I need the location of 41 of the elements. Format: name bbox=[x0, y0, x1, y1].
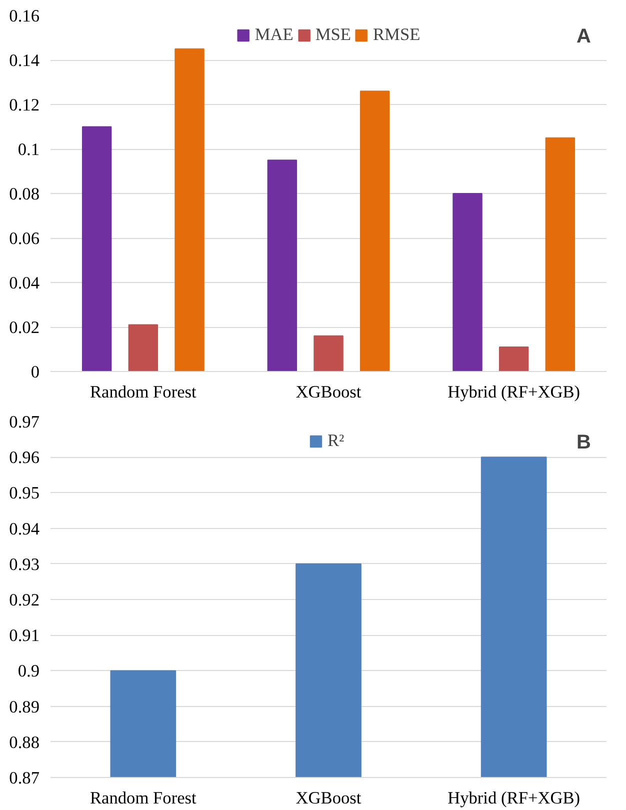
bar bbox=[452, 193, 482, 372]
y-tick-label: 0.12 bbox=[9, 96, 40, 114]
bar bbox=[360, 90, 390, 372]
y-tick-label: 0.95 bbox=[9, 484, 40, 503]
y-tick-label: 0.93 bbox=[9, 554, 40, 574]
bar bbox=[174, 48, 204, 372]
y-tick-label: 0.96 bbox=[9, 448, 40, 468]
y-tick-label: 0.89 bbox=[9, 697, 40, 716]
y-tick-label: 0.88 bbox=[9, 732, 40, 752]
x-tick-label: Hybrid (RF+XGB) bbox=[448, 788, 580, 808]
bar bbox=[498, 346, 529, 372]
y-tick-label: 0.14 bbox=[9, 51, 40, 70]
x-tick-label: Hybrid (RF+XGB) bbox=[448, 382, 580, 402]
y-tick-label: 0.02 bbox=[9, 318, 40, 337]
y-tick-label: 0.08 bbox=[9, 184, 40, 204]
bar bbox=[545, 137, 576, 372]
x-tick-label: Random Forest bbox=[90, 382, 197, 402]
bar bbox=[128, 324, 158, 372]
y-tick-label: 0.92 bbox=[9, 590, 40, 610]
y-tick-label: 0.87 bbox=[9, 768, 40, 788]
bar bbox=[314, 335, 344, 372]
y-tick-label: 0.94 bbox=[9, 519, 40, 538]
x-tick-label: Random Forest bbox=[90, 788, 197, 808]
y-tick-label: 0.1 bbox=[18, 140, 40, 159]
y-tick-label: 0.04 bbox=[9, 274, 40, 292]
bar bbox=[82, 126, 112, 372]
annotation: A bbox=[576, 26, 591, 48]
y-tick-label: 0.16 bbox=[9, 6, 40, 26]
y-tick-label: 0.97 bbox=[9, 412, 40, 432]
y-tick-label: 0.9 bbox=[18, 662, 40, 681]
legend-label: R² bbox=[328, 431, 346, 451]
legend-label: MSE bbox=[315, 25, 351, 45]
bar bbox=[267, 160, 298, 372]
x-tick-label: XGBoost bbox=[296, 382, 362, 402]
annotation: B bbox=[576, 432, 591, 454]
legend-label: RMSE bbox=[372, 25, 420, 45]
legend-label: MAE bbox=[254, 25, 294, 45]
y-tick-label: 0.06 bbox=[9, 229, 40, 248]
y-tick-label: 0.91 bbox=[9, 626, 40, 646]
x-tick-label: XGBoost bbox=[296, 788, 362, 808]
y-tick-label: 0 bbox=[30, 362, 40, 382]
